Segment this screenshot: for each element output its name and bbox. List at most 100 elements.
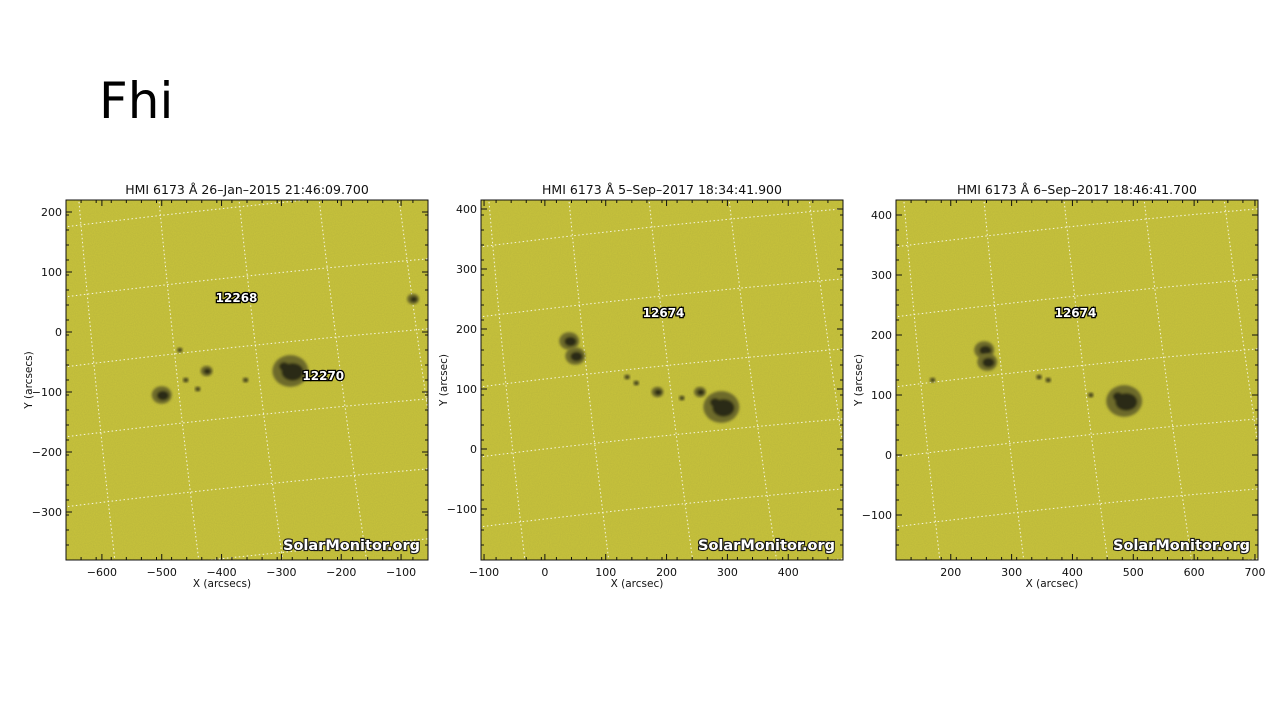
y-axis-label: Y (arcsec) (438, 354, 450, 407)
watermark: SolarMonitor.org (283, 538, 420, 554)
grid-latitude-line (481, 208, 843, 248)
panel-title: HMI 6173 Å 6–Sep–2017 18:46:41.700 (957, 182, 1197, 197)
sunspot (1087, 392, 1094, 398)
solar-image-panel-2: HMI 6173 Å 5–Sep–2017 18:34:41.900 12674 S… (435, 180, 863, 590)
sunspot (929, 377, 936, 383)
y-tick-label: 0 (885, 449, 892, 462)
sunspot (977, 353, 998, 371)
sunspot (242, 377, 249, 383)
sunspot (151, 386, 172, 404)
grid-latitude-line (896, 348, 1258, 388)
panel-svg: HMI 6173 Å 5–Sep–2017 18:34:41.900 12674 S… (438, 182, 844, 590)
solar-disk-image: 12268 12270 SolarMonitor.org (66, 200, 428, 560)
x-axis-label: X (arcsec) (611, 578, 664, 590)
x-axis-label: X (arcsecs) (193, 578, 251, 590)
panel-svg: HMI 6173 Å 26–Jan–2015 21:46:09.700 12268… (23, 182, 429, 590)
y-tick-label: 0 (470, 443, 477, 456)
sunspot (1045, 377, 1052, 383)
active-region-label: 12674 (643, 306, 685, 320)
granulation-texture (481, 200, 843, 560)
y-tick-label: −200 (32, 446, 62, 459)
sunspot (407, 293, 420, 305)
x-tick-label: −100 (386, 566, 416, 579)
watermark: SolarMonitor.org (698, 538, 835, 554)
grid-latitude-line (481, 488, 843, 528)
x-tick-label: 300 (717, 566, 738, 579)
sunspot (1035, 374, 1042, 380)
panel-title: HMI 6173 Å 26–Jan–2015 21:46:09.700 (125, 182, 369, 197)
y-tick-label: −100 (32, 386, 62, 399)
x-tick-label: 400 (778, 566, 799, 579)
coordinate-grid (481, 200, 843, 560)
sunspot (182, 377, 189, 383)
y-tick-label: 100 (41, 266, 62, 279)
x-tick-label: −200 (326, 566, 356, 579)
y-tick-label: −100 (447, 503, 477, 516)
sunspot (1106, 385, 1143, 417)
x-tick-label: 700 (1244, 566, 1265, 579)
grid-latitude-line (896, 488, 1258, 528)
grid-latitude-line (66, 398, 428, 438)
x-tick-label: 600 (1184, 566, 1205, 579)
y-axis-label: Y (arcsecs) (23, 351, 35, 409)
solar-image-panel-3: HMI 6173 Å 6–Sep–2017 18:46:41.700 12674 S… (850, 180, 1278, 590)
grid-latitude-line (481, 348, 843, 388)
grid-latitude-line (481, 418, 843, 458)
grid-latitude-line (896, 278, 1258, 318)
panel-title: HMI 6173 Å 5–Sep–2017 18:34:41.900 (542, 182, 782, 197)
sunspot (703, 391, 740, 423)
y-tick-label: 100 (871, 389, 892, 402)
x-tick-label: −100 (469, 566, 499, 579)
sunspot (624, 374, 631, 380)
sunspot (176, 347, 183, 353)
x-tick-label: 300 (1001, 566, 1022, 579)
panel-svg: HMI 6173 Å 6–Sep–2017 18:46:41.700 12674 S… (853, 182, 1265, 590)
grid-latitude-line (66, 468, 428, 508)
slide-title: Fhi (99, 72, 174, 130)
watermark: SolarMonitor.org (1113, 538, 1250, 554)
solar-disk-image: 12674 SolarMonitor.org (896, 200, 1258, 560)
y-tick-label: −100 (862, 509, 892, 522)
sunspot (200, 365, 213, 377)
grid-latitude-line (66, 200, 312, 228)
grid-longitude-line (728, 200, 778, 560)
sunspot (694, 386, 707, 398)
y-tick-label: 0 (55, 326, 62, 339)
grid-longitude-line (1143, 200, 1193, 560)
y-tick-label: 200 (871, 329, 892, 342)
y-tick-label: 100 (456, 383, 477, 396)
x-tick-label: 200 (656, 566, 677, 579)
y-axis-label: Y (arcsec) (853, 354, 865, 407)
x-tick-label: 500 (1123, 566, 1144, 579)
x-tick-label: 200 (940, 566, 961, 579)
y-tick-label: 200 (41, 206, 62, 219)
x-axis-label: X (arcsec) (1026, 578, 1079, 590)
x-tick-label: 400 (1062, 566, 1083, 579)
sunspot (678, 395, 685, 401)
sunspot (194, 386, 201, 392)
grid-longitude-line (318, 200, 368, 560)
granulation-texture (896, 200, 1258, 560)
active-region-label: 12268 (216, 291, 258, 305)
grid-latitude-line (481, 278, 843, 318)
sunspot (651, 386, 664, 398)
sunspot (633, 380, 640, 386)
coordinate-grid (66, 200, 428, 560)
grid-latitude-line (66, 328, 428, 368)
grid-latitude-line (66, 258, 428, 298)
y-tick-label: 300 (871, 269, 892, 282)
solar-disk-image: 12674 SolarMonitor.org (481, 200, 843, 560)
x-tick-label: −400 (206, 566, 236, 579)
y-tick-label: 200 (456, 323, 477, 336)
grid-latitude-line (896, 418, 1258, 458)
y-tick-label: 400 (871, 209, 892, 222)
y-tick-label: 400 (456, 203, 477, 216)
x-tick-label: −600 (87, 566, 117, 579)
x-tick-label: 100 (595, 566, 616, 579)
solar-image-panel-1: HMI 6173 Å 26–Jan–2015 21:46:09.700 12268… (20, 180, 448, 590)
sunspot (565, 347, 586, 365)
sunspot (272, 355, 309, 387)
y-tick-label: 300 (456, 263, 477, 276)
active-region-label: 12270 (302, 369, 344, 383)
x-tick-label: −300 (266, 566, 296, 579)
